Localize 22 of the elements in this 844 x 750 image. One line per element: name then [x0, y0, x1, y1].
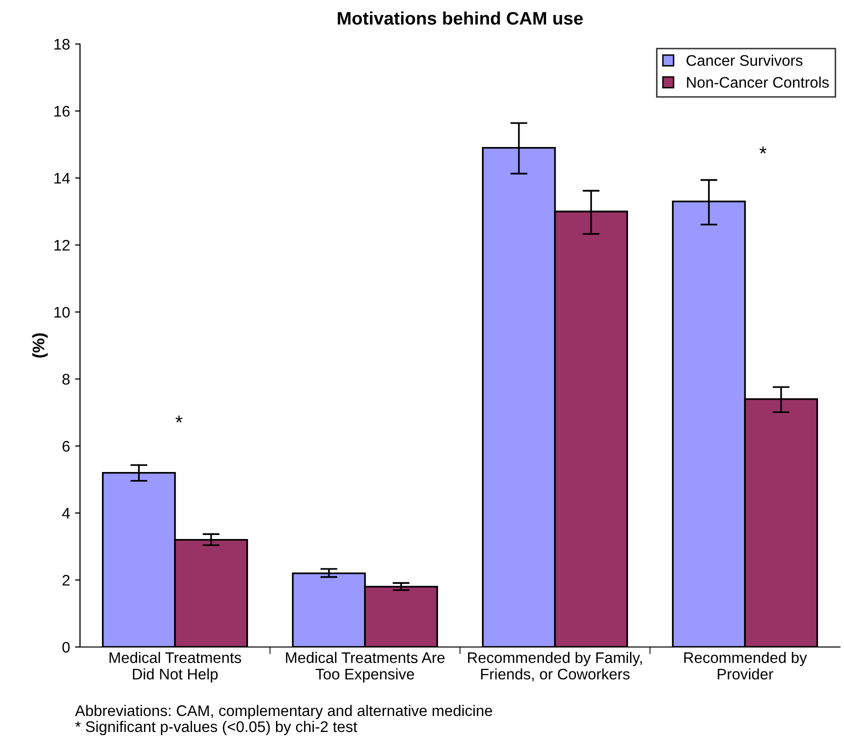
x-tick-label: Medical Treatments Are Too Expensive	[286, 652, 445, 683]
y-tick-label: 6	[62, 440, 70, 452]
x-tick-label: Recommended by Provider	[684, 652, 807, 680]
y-axis-title: (%)	[32, 333, 48, 358]
x-tick-label: Recommended by Family, Friends, or Coworkers	[468, 652, 642, 682]
y-tick-label: 16	[54, 106, 70, 117]
y-tick-label: 2	[62, 574, 70, 586]
annotation: *	[176, 416, 182, 422]
text: * Significant p-values (<0.05) by chi-2 test	[75, 720, 358, 736]
y-tick-label: 0	[62, 642, 70, 653]
y-tick-label: 10	[54, 306, 70, 318]
legend-label: Non-Cancer Controls	[687, 76, 829, 88]
chart-title: Motivations behind CAM use	[338, 11, 583, 25]
y-tick-label: 8	[62, 374, 70, 385]
legend-label: Cancer Survivors	[686, 54, 802, 66]
y-tick-label: 12	[54, 240, 70, 251]
text: Abbreviations: CAM, complementary and alternative medicine	[75, 704, 492, 720]
x-tick-label: Medical Treatments Did Not Help	[110, 652, 242, 683]
y-tick-label: 18	[54, 38, 70, 50]
y-tick-label: 4	[62, 508, 70, 519]
y-tick-label: 14	[54, 173, 70, 184]
annotation: *	[760, 146, 766, 154]
